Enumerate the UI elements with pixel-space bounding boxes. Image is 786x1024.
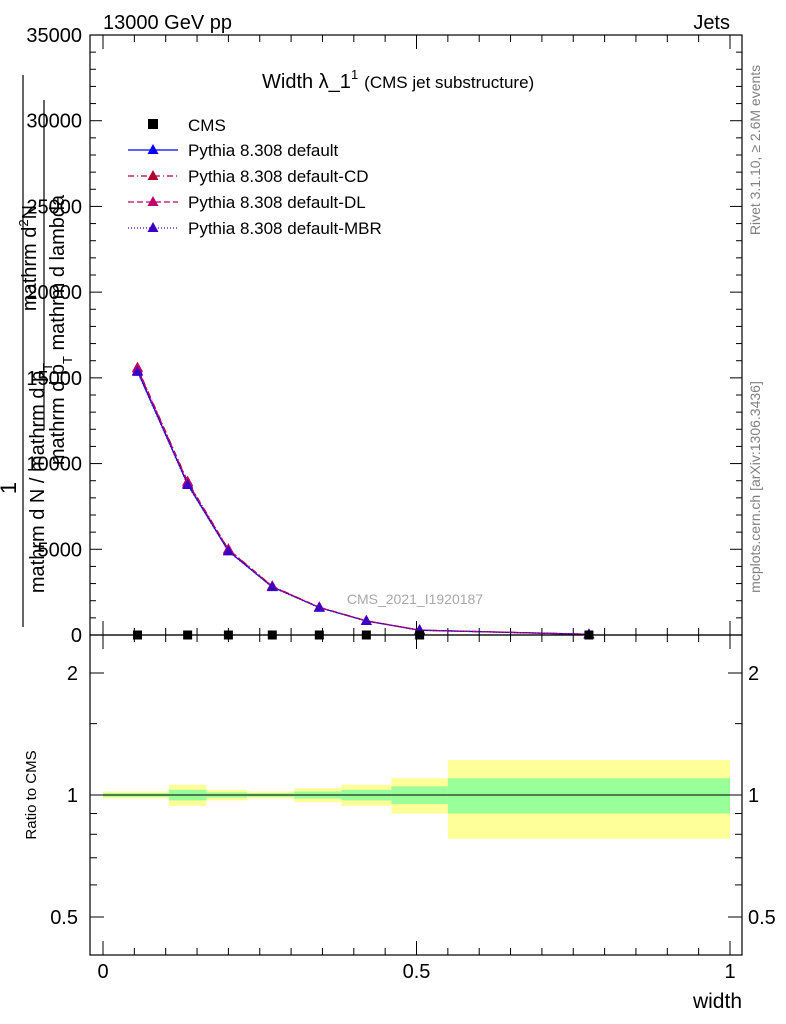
main-y-tick-label: 30000: [26, 111, 82, 133]
ylabel-outer-numerator: 1: [0, 482, 21, 494]
main-y-tick-label: 15000: [26, 368, 82, 390]
legend-label-3: Pythia 8.308 default-MBR: [188, 219, 382, 238]
ratio-y-tick-label: 1: [67, 785, 78, 807]
series-marker-3: [131, 365, 143, 376]
legend-marker-2: [147, 196, 159, 206]
chart-title-main: Width λ_1: [262, 71, 351, 93]
ratio-y-label: Ratio to CMS: [23, 750, 40, 839]
ratio-x-tick-label: 0.5: [403, 961, 431, 983]
legend-marker-0: [147, 144, 159, 154]
ratio-y-tick-label: 0.5: [50, 907, 78, 929]
main-y-tick-label: 10000: [26, 454, 82, 476]
mcplots-info: mcplots.cern.ch [arXiv:1306.3436]: [747, 381, 763, 593]
ratio-y-tick-label-right: 0.5: [748, 907, 776, 929]
legend-cms-label: CMS: [188, 116, 226, 135]
chart-title: Width λ_11 (CMS jet substructure): [262, 67, 534, 93]
series-marker-3: [222, 545, 234, 556]
ratio-stat-uncertainty-band: [447, 778, 730, 814]
main-x-axis-ticks: [102, 35, 731, 635]
legend: CMS Pythia 8.308 default Pythia 8.308 defa…: [128, 116, 382, 238]
ratio-uncertainty-bands: [103, 760, 730, 839]
legend-marker-3: [147, 222, 159, 232]
ratio-x-axis: 0 0.5 1: [97, 635, 736, 983]
series-line-2: [136, 368, 589, 635]
series-marker-3: [266, 581, 278, 592]
header-left: 13000 GeV pp: [103, 12, 232, 34]
chart-title-sub: (CMS jet substructure): [364, 73, 534, 92]
ylabel-outer-denominator: mathrm d N / mathrm d pT: [27, 363, 55, 593]
header-right: Jets: [693, 12, 730, 34]
legend-label-1: Pythia 8.308 default-CD: [188, 167, 369, 186]
legend-marker-1: [147, 170, 159, 180]
analysis-watermark: CMS_2021_I1920187: [347, 591, 483, 607]
ratio-y-axis: 0.5 0.5 1 1 2 2: [50, 663, 776, 929]
series-marker-3: [360, 615, 372, 626]
legend-label-2: Pythia 8.308 default-DL: [188, 193, 366, 212]
main-y-tick-label: 25000: [26, 196, 82, 218]
main-y-axis: 0 5000 10000 15000 20000 25000 30000 35000: [26, 25, 742, 647]
main-y-tick-label: 35000: [26, 25, 82, 47]
ratio-y-tick-label: 2: [67, 663, 78, 685]
main-y-tick-label: 5000: [38, 539, 83, 561]
rivet-info: Rivet 3.1.10, ≥ 2.6M events: [747, 65, 763, 235]
ratio-x-tick-label: 0: [97, 961, 108, 983]
main-y-label: mathrm d2N mathrm d pT mathrm d lambda 1…: [0, 75, 75, 627]
ratio-x-tick-label: 1: [724, 961, 735, 983]
x-axis-label: width: [692, 990, 742, 1013]
legend-cms-marker: [148, 119, 158, 129]
main-y-tick-label: 0: [71, 625, 82, 647]
ratio-y-tick-label-right: 2: [748, 663, 759, 685]
series-marker-3: [313, 601, 325, 612]
ratio-y-tick-label-right: 1: [748, 785, 759, 807]
ylabel-numerator: mathrm d2N: [16, 205, 41, 311]
chart-title-sup: 1: [351, 67, 358, 82]
legend-label-0: Pythia 8.308 default: [188, 141, 339, 160]
series-marker-3: [182, 479, 194, 489]
main-y-tick-label: 20000: [26, 282, 82, 304]
ylabel-denominator: mathrm d pT mathrm d lambda: [47, 194, 75, 465]
